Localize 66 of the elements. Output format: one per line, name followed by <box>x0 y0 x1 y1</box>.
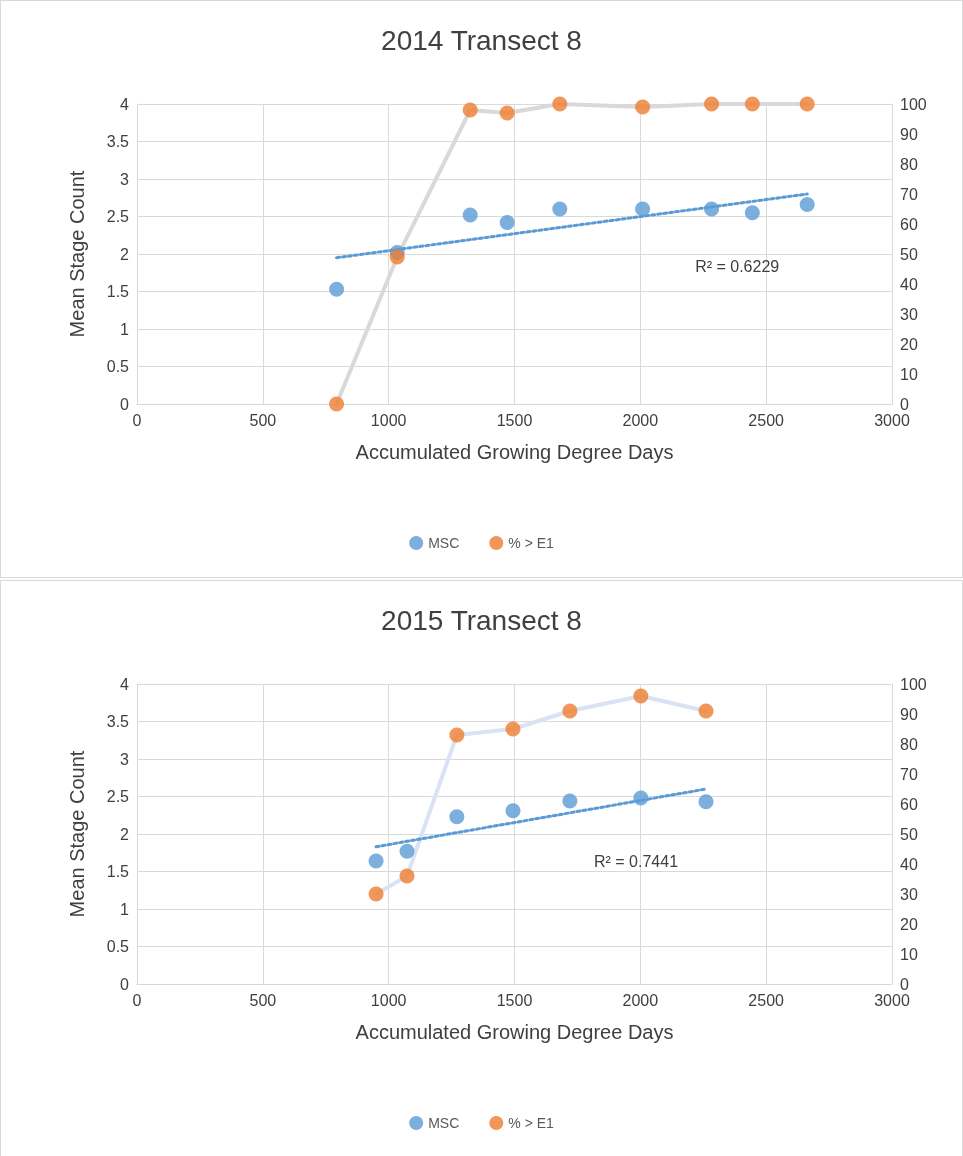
x-tick-label: 2000 <box>622 411 659 429</box>
y-tick-label: 2.5 <box>106 208 130 225</box>
x-tick-label: 500 <box>249 411 277 429</box>
y-tick-label: 2 <box>120 825 130 843</box>
y-tick-label: 2 <box>120 245 130 263</box>
y2-tick-label: 30 <box>900 885 918 903</box>
y-tick-label: 3 <box>120 750 130 768</box>
x-tick-label: 2500 <box>748 991 785 1009</box>
y2-tick-label: 40 <box>900 275 918 293</box>
y-axis-title: Mean Stage Count <box>66 170 88 338</box>
x-tick-label: 2000 <box>622 991 659 1009</box>
x-tick-label: 1500 <box>496 991 533 1009</box>
y-tick-label: 3.5 <box>106 713 130 730</box>
y-tick-label: 1.5 <box>106 863 130 880</box>
y-tick-label: 4 <box>120 95 130 113</box>
y-tick-label: 1 <box>120 900 130 918</box>
y2-tick-label: 100 <box>900 675 927 693</box>
y2-tick-label: 70 <box>900 185 918 203</box>
chart-title: 2015 Transect 8 <box>381 604 582 636</box>
y2-tick-label: 80 <box>900 735 918 753</box>
y-tick-label: 0.5 <box>106 938 130 955</box>
y2-tick-label: 10 <box>900 945 918 963</box>
y-tick-label: 0 <box>120 395 130 413</box>
y-tick-label: 3 <box>120 170 130 188</box>
y2-tick-label: 0 <box>900 975 909 993</box>
legend-label: % > E1 <box>508 535 555 551</box>
x-tick-label: 1000 <box>370 411 407 429</box>
x-tick-label: 0 <box>132 991 142 1009</box>
chart-title: 2014 Transect 8 <box>381 24 582 56</box>
y-tick-label: 3.5 <box>106 133 130 150</box>
x-tick-label: 3000 <box>874 991 910 1009</box>
legend-label: MSC <box>428 1115 460 1131</box>
legend-label: % > E1 <box>508 1115 555 1131</box>
legend-label: MSC <box>428 535 460 551</box>
x-axis-title: Accumulated Growing Degree Days <box>355 441 674 463</box>
y2-tick-label: 100 <box>900 95 927 113</box>
y2-tick-label: 50 <box>900 825 918 843</box>
y-tick-label: 4 <box>120 675 130 693</box>
y2-tick-label: 90 <box>900 705 918 723</box>
y2-tick-label: 0 <box>900 395 909 413</box>
y2-tick-label: 60 <box>900 795 918 813</box>
y2-tick-label: 10 <box>900 365 918 383</box>
annotation: R² = 0.6229 <box>695 257 780 275</box>
annotation: R² = 0.7441 <box>593 852 679 870</box>
y-tick-label: 1 <box>120 320 130 338</box>
y-tick-label: 1.5 <box>106 283 130 300</box>
x-tick-label: 3000 <box>874 411 910 429</box>
x-tick-label: 0 <box>132 411 142 429</box>
x-tick-label: 1000 <box>370 991 407 1009</box>
x-tick-label: 500 <box>249 991 277 1009</box>
y2-tick-label: 30 <box>900 305 918 323</box>
y2-tick-label: 20 <box>900 915 918 933</box>
y2-tick-label: 70 <box>900 765 918 783</box>
x-axis-title: Accumulated Growing Degree Days <box>355 1021 674 1043</box>
y2-tick-label: 50 <box>900 245 918 263</box>
y2-tick-label: 60 <box>900 215 918 233</box>
y2-tick-label: 40 <box>900 855 918 873</box>
y-tick-label: 0 <box>120 975 130 993</box>
y2-tick-label: 90 <box>900 125 918 143</box>
y-axis-title: Mean Stage Count <box>66 750 88 918</box>
x-tick-label: 2500 <box>748 411 785 429</box>
y-tick-label: 0.5 <box>106 358 130 375</box>
y2-tick-label: 20 <box>900 335 918 353</box>
y2-tick-label: 80 <box>900 155 918 173</box>
x-tick-label: 1500 <box>496 411 533 429</box>
y-tick-label: 2.5 <box>106 788 130 805</box>
